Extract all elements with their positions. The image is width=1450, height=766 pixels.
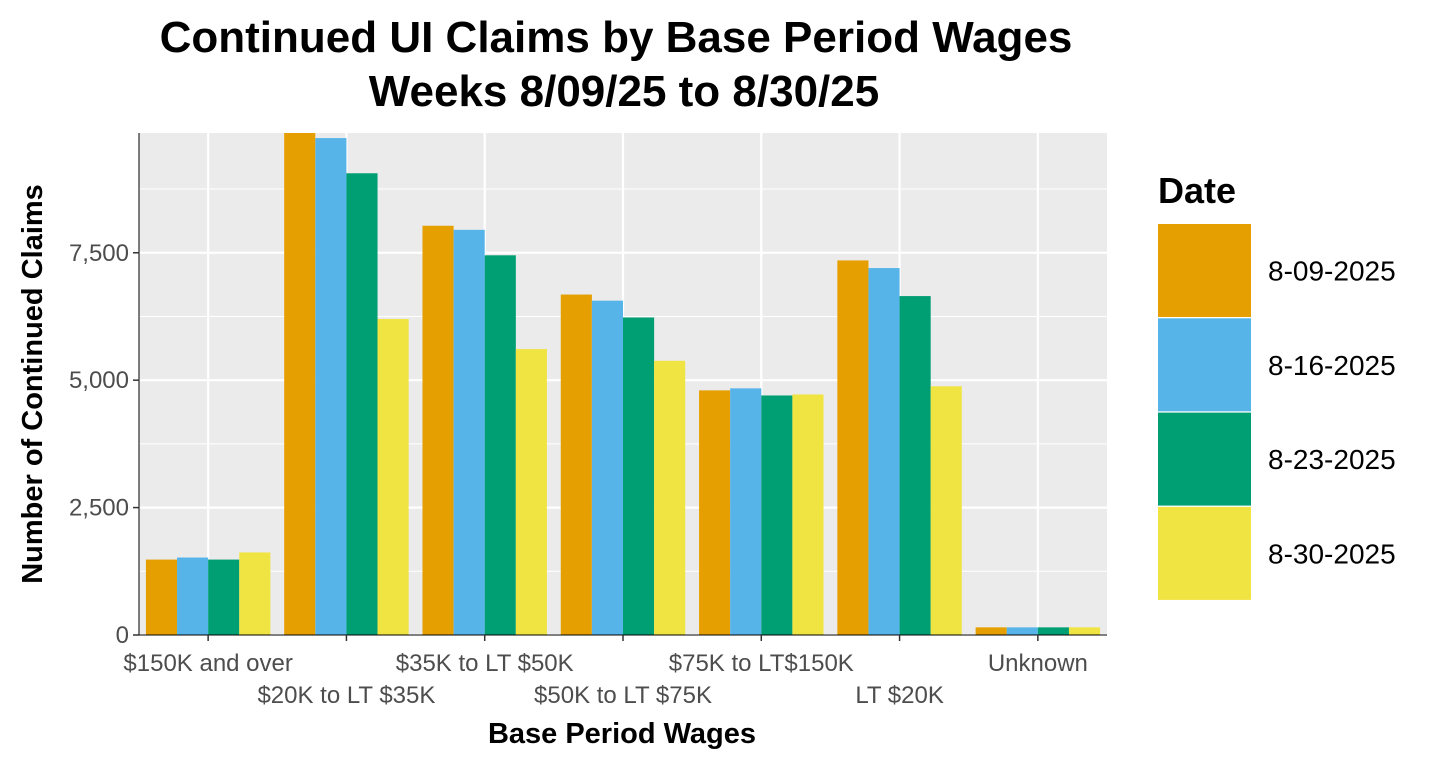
bar (761, 395, 793, 635)
bar (177, 557, 209, 635)
bar (654, 360, 686, 635)
x-tick-label: $50K to LT $75K (534, 682, 712, 709)
x-tick-label: Unknown (988, 650, 1088, 677)
legend: 8-09-2025 8-16-2025 8-23-2025 8-30-2025 (1158, 224, 1396, 600)
bar (899, 296, 931, 635)
legend-label: 8-09-2025 (1268, 256, 1396, 287)
x-tick-label: $150K and over (123, 650, 292, 677)
legend-title: Date (1158, 170, 1236, 211)
x-tick-label: $20K to LT $35K (257, 682, 435, 709)
bar (515, 349, 547, 635)
bar (623, 317, 655, 635)
bar (284, 133, 316, 635)
bar (975, 627, 1007, 635)
bar (730, 388, 762, 635)
x-tick-label: $35K to LT $50K (396, 650, 574, 677)
legend-label: 8-16-2025 (1268, 350, 1396, 381)
y-tick-label: 7,500 (69, 240, 129, 267)
y-tick-label: 0 (116, 622, 129, 649)
bar (560, 294, 592, 635)
y-axis-title: Number of Continued Claims (17, 184, 49, 584)
legend-label: 8-23-2025 (1268, 444, 1396, 475)
bar (453, 229, 485, 635)
bar (868, 268, 900, 635)
y-tick-label: 2,500 (69, 495, 129, 522)
bar (422, 225, 454, 636)
bar (792, 394, 824, 635)
x-tick-label: $75K to LT$150K (669, 650, 854, 677)
chart-title: Continued UI Claims by Base Period Wages (160, 13, 1073, 62)
plot-area: 0 2,500 5,000 7,500 $150K and over $20K to LT… (69, 133, 1107, 709)
bar (1068, 627, 1101, 635)
legend-key (1158, 224, 1251, 317)
chart-subtitle: Weeks 8/09/25 to 8/30/25 (369, 67, 879, 116)
bar (930, 386, 962, 635)
legend-key (1158, 318, 1251, 412)
bar (208, 559, 240, 635)
bar (699, 390, 731, 635)
legend-label: 8-30-2025 (1268, 538, 1396, 569)
y-tick-label: 5,000 (69, 367, 129, 394)
bar (837, 260, 869, 635)
bar (484, 255, 516, 635)
bar (145, 559, 178, 635)
bar (591, 300, 623, 635)
bar (239, 552, 271, 635)
legend-key (1158, 412, 1251, 506)
legend-key (1158, 506, 1251, 600)
x-axis-title: Base Period Wages (488, 718, 756, 750)
bar (377, 319, 409, 635)
bar (1037, 627, 1069, 635)
bar (1006, 627, 1038, 635)
bar (346, 173, 378, 635)
x-tick-label: LT $20K (855, 682, 944, 709)
bar (315, 138, 347, 636)
